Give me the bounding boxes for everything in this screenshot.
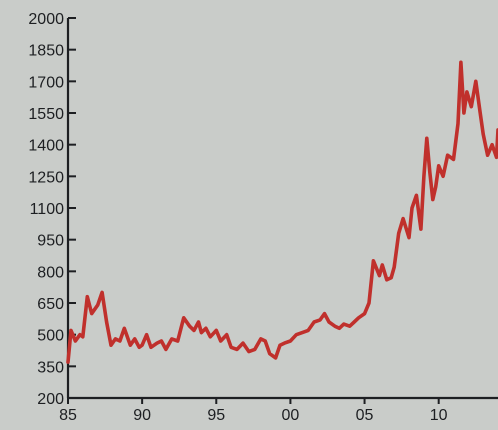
y-tick-label: 1100 [30, 201, 65, 218]
x-tick-label: 05 [356, 407, 374, 424]
y-tick-label: 200 [37, 391, 64, 408]
y-tick-label: 800 [37, 264, 64, 281]
series [66, 60, 498, 364]
y-tick-label: 1400 [28, 138, 64, 155]
y-tick-label: 650 [37, 296, 64, 313]
y-tick-label: 2000 [28, 11, 64, 28]
tick-labels: 200 350 500 650 800 950 1100 1250 1400 1550 1700 18… [28, 11, 447, 424]
x-tick-label: 85 [59, 407, 77, 424]
axes [66, 17, 498, 404]
series-line [66, 60, 498, 364]
x-tick-label: 95 [207, 407, 225, 424]
x-tick-label: 90 [133, 407, 151, 424]
y-tick-label: 500 [37, 328, 64, 345]
y-tick-label: 1700 [28, 74, 64, 91]
y-tick-label: 1550 [28, 106, 64, 123]
y-tick-label: 1850 [28, 43, 64, 60]
y-tick-label: 950 [37, 233, 64, 250]
y-tick-label: 350 [37, 359, 64, 376]
y-tick-label: 1250 [28, 169, 64, 186]
x-tick-label: 10 [430, 407, 448, 424]
x-tick-label: 00 [282, 407, 300, 424]
